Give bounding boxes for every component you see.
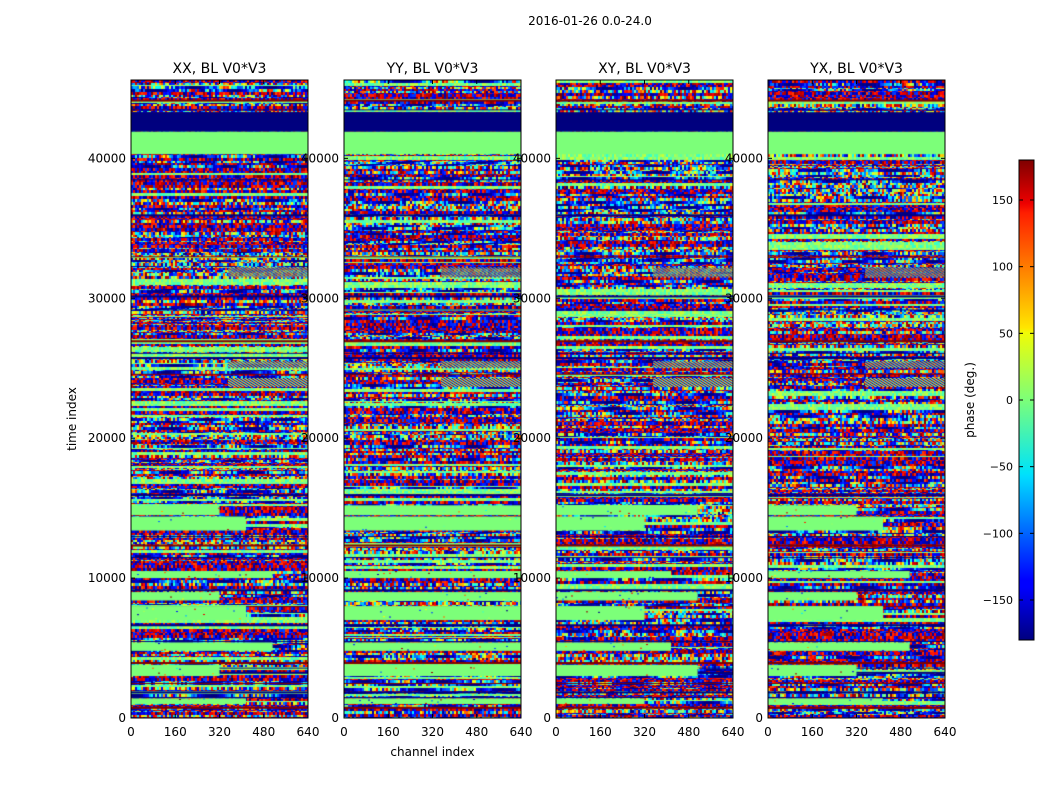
x-tick-label: 640 bbox=[722, 725, 745, 739]
colorbar-tick-label: −100 bbox=[983, 527, 1013, 540]
heatmap-image bbox=[131, 80, 308, 718]
y-tick-label: 0 bbox=[118, 711, 126, 725]
y-tick-label: 40000 bbox=[725, 151, 763, 165]
y-tick-label: 40000 bbox=[513, 151, 551, 165]
x-tick-label: 320 bbox=[633, 725, 656, 739]
y-tick-label: 30000 bbox=[725, 291, 763, 305]
x-tick-label: 480 bbox=[252, 725, 275, 739]
y-tick-label: 20000 bbox=[88, 431, 126, 445]
x-axis-label: channel index bbox=[390, 745, 474, 759]
x-tick-label: 640 bbox=[510, 725, 533, 739]
figure-suptitle: 2016-01-26 0.0-24.0 bbox=[528, 14, 652, 28]
x-tick-label: 320 bbox=[208, 725, 231, 739]
colorbar-label: phase (deg.) bbox=[963, 362, 977, 438]
y-tick-label: 10000 bbox=[725, 571, 763, 585]
y-tick-label: 0 bbox=[331, 711, 339, 725]
colorbar-tick-label: −50 bbox=[990, 461, 1013, 474]
x-tick-label: 0 bbox=[764, 725, 772, 739]
y-axis-label: time index bbox=[65, 387, 79, 451]
y-tick-label: 0 bbox=[543, 711, 551, 725]
x-tick-label: 0 bbox=[127, 725, 135, 739]
heatmap-image bbox=[768, 80, 945, 718]
y-tick-label: 20000 bbox=[301, 431, 339, 445]
y-tick-label: 30000 bbox=[88, 291, 126, 305]
x-tick-label: 480 bbox=[465, 725, 488, 739]
x-tick-label: 640 bbox=[934, 725, 957, 739]
y-tick-label: 10000 bbox=[513, 571, 551, 585]
x-tick-label: 160 bbox=[801, 725, 824, 739]
y-tick-label: 30000 bbox=[301, 291, 339, 305]
x-tick-label: 0 bbox=[340, 725, 348, 739]
heatmap-panel: YY, BL V0*V3 0 160 320 480 640 0 10000 20000 3000… bbox=[301, 61, 533, 759]
heatmap-image bbox=[344, 80, 521, 718]
x-tick-label: 320 bbox=[421, 725, 444, 739]
heatmap-panel: XY, BL V0*V3 0 160 320 480 640 0 10000 20000 3000… bbox=[513, 61, 745, 739]
colorbar-tick-label: 50 bbox=[999, 327, 1013, 340]
x-tick-label: 160 bbox=[164, 725, 187, 739]
y-tick-label: 20000 bbox=[725, 431, 763, 445]
panel-title: XX, BL V0*V3 bbox=[173, 61, 267, 77]
x-tick-label: 480 bbox=[677, 725, 700, 739]
y-tick-label: 10000 bbox=[88, 571, 126, 585]
colorbar-tick-label: 100 bbox=[992, 261, 1013, 274]
y-tick-label: 20000 bbox=[513, 431, 551, 445]
heatmap-panel: YX, BL V0*V3 0 160 320 480 640 0 10000 20000 3000… bbox=[725, 61, 957, 739]
x-tick-label: 160 bbox=[589, 725, 612, 739]
y-tick-label: 30000 bbox=[513, 291, 551, 305]
y-tick-label: 10000 bbox=[301, 571, 339, 585]
x-tick-label: 320 bbox=[845, 725, 868, 739]
colorbar-tick-label: 150 bbox=[992, 194, 1013, 207]
colorbar-tick-label: −150 bbox=[983, 594, 1013, 607]
panel-title: YY, BL V0*V3 bbox=[386, 61, 479, 77]
x-tick-label: 640 bbox=[297, 725, 320, 739]
heatmap-image bbox=[556, 80, 733, 718]
heatmap-panel: XX, BL V0*V3 0 160 320 480 640 0 10000 20000 3000… bbox=[65, 61, 319, 739]
x-tick-label: 160 bbox=[377, 725, 400, 739]
colorbar-tick-label: 0 bbox=[1006, 394, 1013, 407]
panel-title: XY, BL V0*V3 bbox=[598, 61, 691, 77]
y-tick-label: 40000 bbox=[301, 151, 339, 165]
y-tick-label: 0 bbox=[755, 711, 763, 725]
y-tick-label: 40000 bbox=[88, 151, 126, 165]
x-tick-label: 480 bbox=[889, 725, 912, 739]
colorbar: 150 100 50 0 −50 −100 −150 phase (deg.) bbox=[963, 159, 1035, 641]
panel-title: YX, BL V0*V3 bbox=[809, 61, 903, 77]
x-tick-label: 0 bbox=[552, 725, 560, 739]
